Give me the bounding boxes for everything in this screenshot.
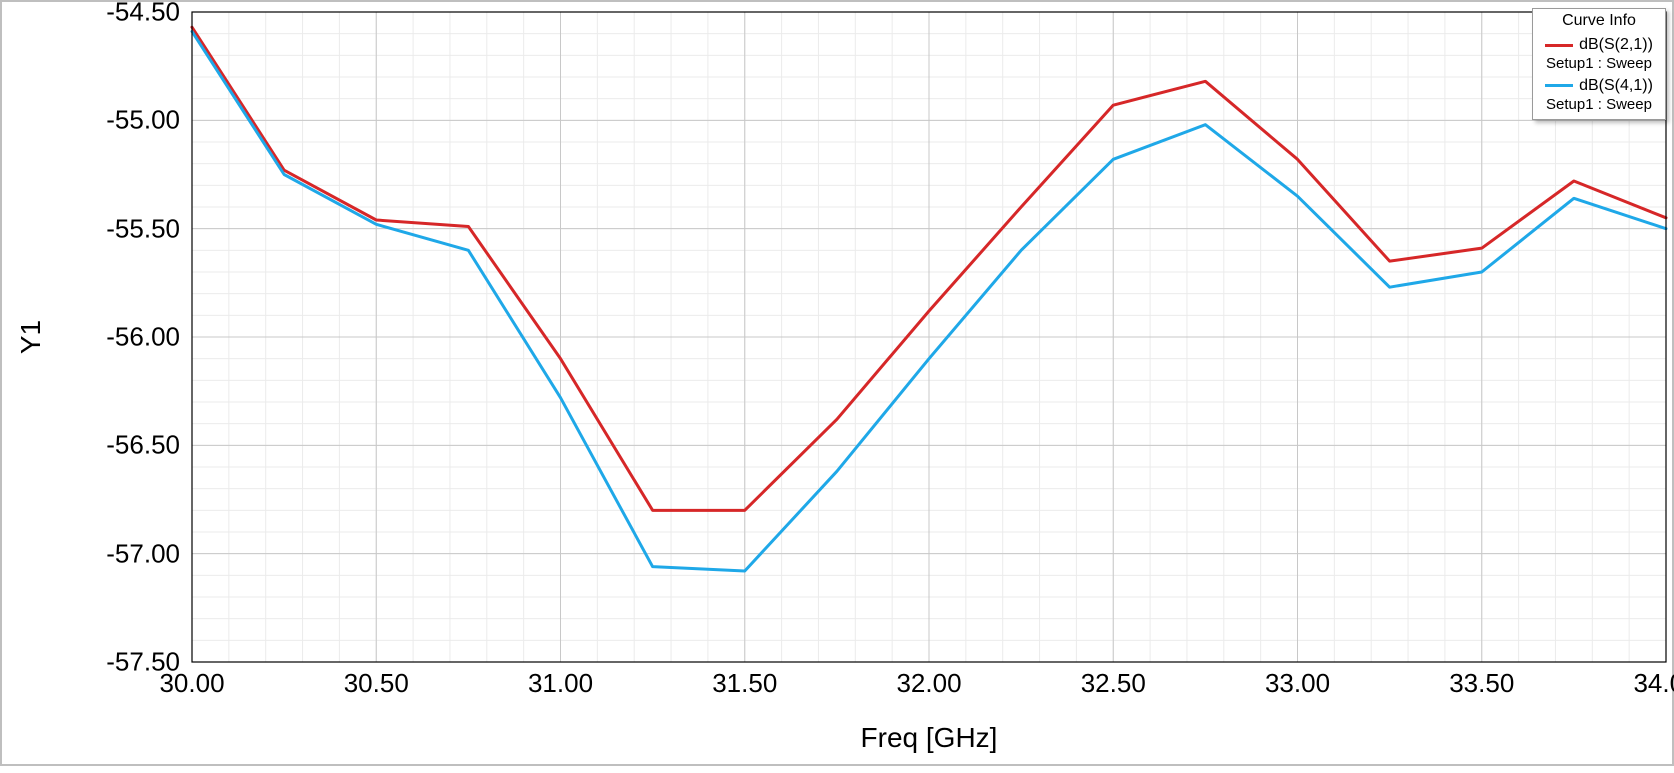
y-tick-label: -57.50 [106,647,180,678]
legend-label: dB(S(4,1)) [1579,76,1653,96]
y-tick-label: -57.00 [106,538,180,569]
x-tick-label: 30.50 [344,668,409,699]
chart-frame: Y1 Freq [GHz] 30.0030.5031.0031.5032.003… [0,0,1674,766]
legend-swatch [1545,84,1573,87]
x-tick-label: 31.50 [712,668,777,699]
x-tick-label: 31.00 [528,668,593,699]
legend-title: Curve Info [1539,11,1659,33]
legend-entry: dB(S(2,1))Setup1 : Sweep [1539,35,1659,74]
line-chart [2,2,1674,768]
y-tick-label: -56.50 [106,430,180,461]
y-tick-label: -55.50 [106,213,180,244]
y-tick-label: -55.00 [106,105,180,136]
legend: Curve Info dB(S(2,1))Setup1 : SweepdB(S(… [1532,8,1666,120]
legend-swatch [1545,44,1573,47]
x-tick-label: 33.50 [1449,668,1514,699]
x-tick-label: 34.00 [1633,668,1674,699]
y-tick-label: -54.50 [106,0,180,28]
legend-entry: dB(S(4,1))Setup1 : Sweep [1539,76,1659,115]
legend-sublabel: Setup1 : Sweep [1539,55,1659,74]
legend-entries: dB(S(2,1))Setup1 : SweepdB(S(4,1))Setup1… [1539,35,1659,115]
plot-container [2,2,1672,764]
x-tick-label: 33.00 [1265,668,1330,699]
x-axis-label: Freq [GHz] [861,722,998,754]
legend-sublabel: Setup1 : Sweep [1539,96,1659,115]
legend-label: dB(S(2,1)) [1579,35,1653,55]
y-tick-label: -56.00 [106,322,180,353]
y-axis-label: Y1 [15,320,47,354]
x-tick-label: 32.50 [1081,668,1146,699]
x-tick-label: 32.00 [896,668,961,699]
